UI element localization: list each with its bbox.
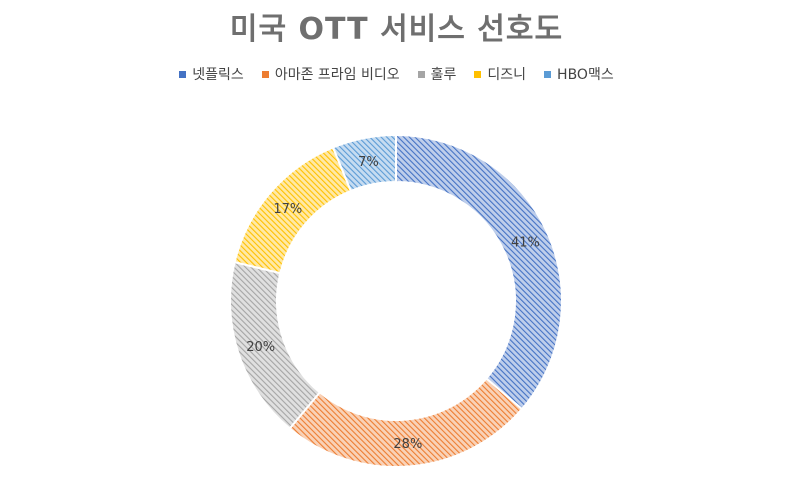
legend-item: 넷플릭스 xyxy=(179,64,244,84)
slice-label: 41% xyxy=(511,235,540,250)
donut-slice xyxy=(395,133,563,411)
legend-label: 디즈니 xyxy=(487,67,527,83)
slice-label: 7% xyxy=(358,155,379,170)
chart-title: 미국 OTT 서비스 선호도 xyxy=(229,12,564,47)
legend-swatch xyxy=(544,70,552,78)
legend: 넷플릭스 아마존 프라임 비디오 훌루 디즈니 HBO맥스 xyxy=(0,64,793,84)
legend-item: 디즈니 xyxy=(474,64,526,84)
slice-label: 20% xyxy=(246,340,275,355)
donut-slice xyxy=(331,133,397,193)
slice-label: 28% xyxy=(393,437,422,452)
legend-swatch xyxy=(474,70,482,78)
legend-swatch xyxy=(417,70,425,78)
legend-label: 아마존 프라임 비디오 xyxy=(274,67,400,83)
legend-label: 훌루 xyxy=(430,67,457,83)
donut-slice xyxy=(288,377,524,468)
legend-swatch xyxy=(179,70,187,78)
slice-label: 17% xyxy=(273,202,302,217)
legend-label: HBO맥스 xyxy=(557,67,614,83)
legend-item: HBO맥스 xyxy=(544,64,614,84)
legend-label: 넷플릭스 xyxy=(192,67,244,83)
legend-item: 훌루 xyxy=(417,64,457,84)
legend-item: 아마존 프라임 비디오 xyxy=(261,64,400,84)
legend-swatch xyxy=(261,70,269,78)
